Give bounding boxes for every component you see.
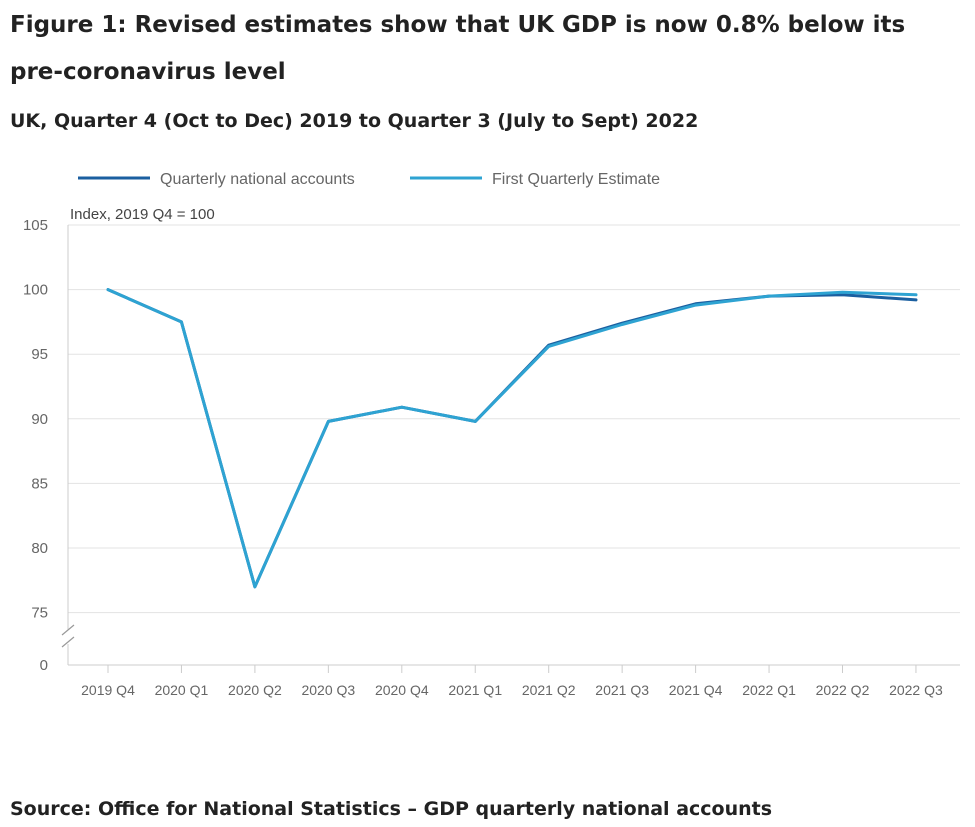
y-axis: 0 75 80 85 90 95 100 105 [23,217,75,674]
x-tick-label: 2019 Q4 [81,682,135,698]
y-tick-label: 90 [31,411,48,428]
legend: Quarterly national accounts First Quarte… [78,171,660,188]
x-axis: 2019 Q4 2020 Q1 2020 Q2 2020 Q3 2020 Q4 2021 … [81,665,943,698]
y-tick-label: 95 [31,346,48,363]
y-tick-label: 100 [23,282,48,299]
x-tick-label: 2020 Q3 [301,682,355,698]
y-tick-label: 85 [31,475,48,492]
axis-break-mark [61,636,75,648]
x-tick-label: 2021 Q2 [522,682,576,698]
x-tick-label: 2021 Q3 [595,682,649,698]
source-note: Source: Office for National Statistics –… [10,798,773,820]
gridlines [68,224,960,666]
legend-label-quarterly-national-accounts: Quarterly national accounts [160,171,355,188]
x-tick-label: 2021 Q4 [669,682,723,698]
line-chart: Quarterly national accounts First Quarte… [23,171,960,698]
series-line-quarterly-national-accounts [106,288,918,589]
y-tick-label: 75 [31,605,48,622]
y-tick-label: 105 [23,217,48,234]
legend-label-first-quarterly-estimate: First Quarterly Estimate [492,171,660,188]
x-tick-label: 2020 Q2 [228,682,282,698]
x-tick-label: 2022 Q1 [742,682,796,698]
y-tick-label: 0 [40,657,48,674]
chart-title: Figure 1: Revised estimates show that UK… [10,12,906,85]
x-tick-label: 2020 Q4 [375,682,429,698]
series-lines [106,288,918,589]
x-tick-label: 2020 Q1 [155,682,209,698]
y-axis-label: Index, 2019 Q4 = 100 [70,206,215,223]
y-tick-label: 80 [31,540,48,557]
x-tick-label: 2021 Q1 [448,682,502,698]
axis-break-mark [61,624,75,636]
x-tick-label: 2022 Q2 [816,682,870,698]
x-tick-label: 2022 Q3 [889,682,943,698]
chart-subtitle: UK, Quarter 4 (Oct to Dec) 2019 to Quart… [10,110,699,132]
series-line-first-quarterly-estimate [106,288,918,589]
